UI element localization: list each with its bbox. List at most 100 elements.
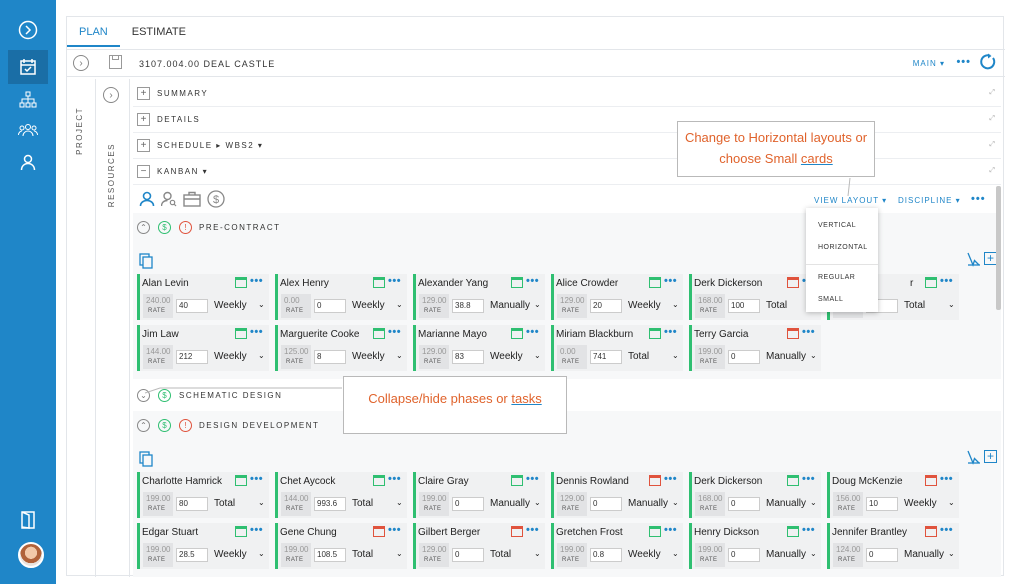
hours-input[interactable]: 40 <box>176 299 208 313</box>
distribution-dropdown[interactable]: Manually <box>490 300 531 311</box>
expand-resources-icon[interactable]: › <box>103 87 119 103</box>
card-more-button[interactable]: ••• <box>664 524 678 536</box>
hours-input[interactable]: 100 <box>728 299 760 313</box>
chevron-down-icon[interactable]: ⌄ <box>534 300 541 309</box>
copy-icon[interactable] <box>139 451 153 472</box>
copy-icon[interactable] <box>139 253 153 274</box>
calendar-icon[interactable] <box>373 328 385 339</box>
expand-project-icon[interactable]: › <box>73 55 89 71</box>
expand-toggle[interactable]: + <box>137 87 150 100</box>
distribution-dropdown[interactable]: Weekly <box>214 351 247 362</box>
resource-card[interactable]: Miriam Blackburn ••• 0.00 RATE 741 Total ⌄ <box>551 325 683 371</box>
phase-schematic-design[interactable]: ⌄ $ SCHEMATIC DESIGN <box>133 381 1001 409</box>
resource-card[interactable]: Gilbert Berger ••• 129.00 RATE 0 Total ⌄ <box>413 523 545 569</box>
menu-item-horizontal[interactable]: HORIZONTAL <box>818 244 868 251</box>
avatar[interactable] <box>18 542 44 568</box>
dollar-circle-icon[interactable]: $ <box>207 190 225 213</box>
distribution-dropdown[interactable]: Manually <box>904 549 945 560</box>
hours-input[interactable]: 108.5 <box>314 548 346 562</box>
calendar-icon[interactable] <box>511 475 523 486</box>
hours-input[interactable]: 8 <box>314 350 346 364</box>
dollar-circle-icon[interactable]: $ <box>158 221 171 234</box>
card-more-button[interactable]: ••• <box>250 275 264 287</box>
resource-card[interactable]: Chet Aycock ••• 144.00 RATE 993.6 Total ⌄ <box>275 472 407 518</box>
calendar-icon[interactable] <box>787 475 799 486</box>
calendar-icon[interactable] <box>511 526 523 537</box>
distribution-dropdown[interactable]: Manually <box>490 498 531 509</box>
chevron-down-icon[interactable]: ⌄ <box>810 498 817 507</box>
card-more-button[interactable]: ••• <box>526 275 540 287</box>
person-icon[interactable] <box>139 191 155 212</box>
chevron-down-icon[interactable]: ⌄ <box>534 351 541 360</box>
save-icon[interactable] <box>109 55 122 69</box>
kanban-more-button[interactable]: ••• <box>971 193 986 205</box>
tab-estimate[interactable]: ESTIMATE <box>131 26 186 38</box>
calendar-icon[interactable] <box>373 475 385 486</box>
distribution-dropdown[interactable]: Manually <box>766 549 807 560</box>
project-more-button[interactable]: ••• <box>956 56 971 68</box>
resource-card[interactable]: Terry Garcia ••• 199.00 RATE 0 Manually ⌄ <box>689 325 821 371</box>
chevron-down-icon[interactable]: ⌄ <box>672 351 679 360</box>
chevron-down-icon[interactable]: ⌄ <box>258 498 265 507</box>
calendar-check-icon[interactable] <box>8 50 48 84</box>
tab-plan[interactable]: PLAN <box>67 17 120 47</box>
hours-input[interactable]: 212 <box>176 350 208 364</box>
assign-tool-icon[interactable] <box>966 449 982 470</box>
menu-item-small[interactable]: SMALL <box>818 296 844 303</box>
distribution-dropdown[interactable]: Weekly <box>628 549 661 560</box>
calendar-icon[interactable] <box>787 328 799 339</box>
chevron-down-icon[interactable]: ⌄ <box>258 351 265 360</box>
distribution-dropdown[interactable]: Total <box>628 351 650 362</box>
card-more-button[interactable]: ••• <box>940 524 954 536</box>
view-layout-dropdown[interactable]: VIEW LAYOUT ▾ <box>814 196 888 205</box>
card-more-button[interactable]: ••• <box>940 275 954 287</box>
distribution-dropdown[interactable]: Weekly <box>214 300 247 311</box>
calendar-icon[interactable] <box>649 526 661 537</box>
hours-input[interactable]: 20 <box>590 299 622 313</box>
calendar-icon[interactable] <box>649 277 661 288</box>
resource-card[interactable]: Alice Crowder ••• 129.00 RATE 20 Weekly ⌄ <box>551 274 683 320</box>
calendar-icon[interactable] <box>787 277 799 288</box>
org-chart-icon[interactable] <box>16 88 40 112</box>
calendar-icon[interactable] <box>511 277 523 288</box>
calendar-icon[interactable] <box>235 475 247 486</box>
add-card-button[interactable]: + <box>984 450 997 463</box>
chevron-down-icon[interactable]: ⌄ <box>672 300 679 309</box>
distribution-dropdown[interactable]: Total <box>766 300 788 311</box>
hours-input[interactable]: 0 <box>452 497 484 511</box>
hours-input[interactable]: 0 <box>590 497 622 511</box>
briefcase-icon[interactable] <box>183 191 201 212</box>
hours-input[interactable]: 80 <box>176 497 208 511</box>
chevron-down-icon[interactable]: ⌄ <box>258 549 265 558</box>
chevron-down-icon[interactable]: ⌄ <box>810 351 817 360</box>
card-more-button[interactable]: ••• <box>802 524 816 536</box>
resource-card[interactable]: Jennifer Brantley ••• 124.00 RATE 0 Manually ⌄ <box>827 523 959 569</box>
resource-card[interactable]: Dennis Rowland ••• 129.00 RATE 0 Manually ⌄ <box>551 472 683 518</box>
chevron-down-icon[interactable]: ⌄ <box>258 300 265 309</box>
fullscreen-icon[interactable]: ⤢ <box>989 167 995 174</box>
chevron-down-icon[interactable]: ⌄ <box>534 549 541 558</box>
calendar-icon[interactable] <box>649 475 661 486</box>
chevron-right-icon[interactable] <box>16 18 40 42</box>
hours-input[interactable]: 0 <box>728 548 760 562</box>
discipline-dropdown[interactable]: DISCIPLINE ▾ <box>898 196 961 205</box>
dollar-circle-icon[interactable]: $ <box>158 389 171 402</box>
main-dropdown[interactable]: MAIN ▾ <box>912 59 945 68</box>
card-more-button[interactable]: ••• <box>388 473 402 485</box>
distribution-dropdown[interactable]: Manually <box>628 498 669 509</box>
card-more-button[interactable]: ••• <box>802 326 816 338</box>
chevron-down-icon[interactable]: ⌄ <box>948 549 955 558</box>
assign-tool-icon[interactable] <box>966 251 982 272</box>
person-search-icon[interactable] <box>160 191 177 212</box>
resource-card[interactable]: Charlotte Hamrick ••• 199.00 RATE 80 Total ⌄ <box>137 472 269 518</box>
calendar-icon[interactable] <box>787 526 799 537</box>
card-more-button[interactable]: ••• <box>250 473 264 485</box>
calendar-icon[interactable] <box>235 328 247 339</box>
distribution-dropdown[interactable]: Weekly <box>352 351 385 362</box>
resource-card[interactable]: Derk Dickerson ••• 168.00 RATE 0 Manually ⌄ <box>689 472 821 518</box>
card-more-button[interactable]: ••• <box>250 524 264 536</box>
distribution-dropdown[interactable]: Total <box>352 549 374 560</box>
distribution-dropdown[interactable]: Manually <box>766 498 807 509</box>
collapse-phase-toggle[interactable]: ⌃ <box>137 221 150 234</box>
section-summary[interactable]: + SUMMARY ⤢ <box>133 81 1001 107</box>
